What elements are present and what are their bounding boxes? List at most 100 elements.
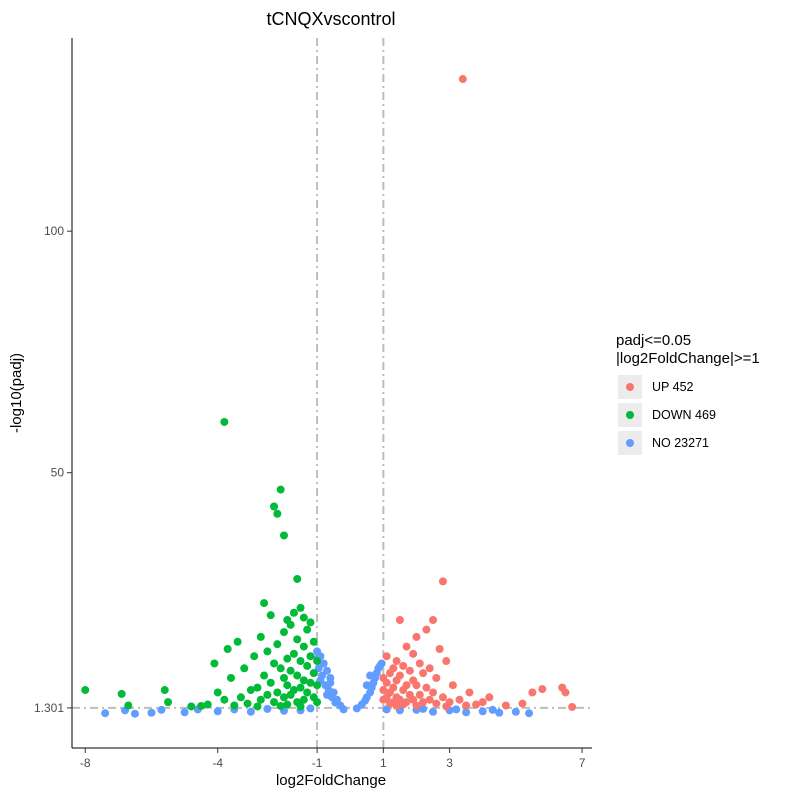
x-tick-label-4: 3 — [446, 756, 453, 770]
point-2-51 — [157, 706, 165, 714]
point-0-35 — [465, 688, 473, 696]
point-1-4 — [280, 531, 288, 539]
point-1-72 — [187, 702, 195, 710]
x-tick-label-3: 1 — [380, 756, 387, 770]
point-1-73 — [197, 702, 205, 710]
point-0-56 — [562, 688, 570, 696]
point-0-51 — [399, 701, 407, 709]
point-1-57 — [280, 693, 288, 701]
legend-title-line-2: |log2FoldChange|>=1 — [616, 350, 760, 367]
point-0-62 — [462, 701, 470, 709]
point-0-25 — [383, 679, 391, 687]
point-2-58 — [452, 705, 460, 713]
point-2-0 — [101, 709, 109, 717]
y-tick-label-2: 100 — [44, 224, 64, 238]
point-0-18 — [419, 669, 427, 677]
point-0-65 — [393, 702, 401, 710]
point-0-10 — [442, 657, 450, 665]
point-2-48 — [214, 707, 222, 715]
point-2-44 — [525, 709, 533, 717]
point-1-26 — [250, 652, 258, 660]
point-1-19 — [273, 640, 281, 648]
point-0-36 — [416, 691, 424, 699]
point-1-50 — [273, 688, 281, 696]
point-0-13 — [399, 662, 407, 670]
point-1-77 — [297, 702, 305, 710]
y-axis-title: -log10(padj) — [8, 353, 25, 433]
point-1-53 — [263, 691, 271, 699]
point-1-60 — [220, 696, 228, 704]
point-0-0 — [459, 75, 467, 83]
point-0-12 — [416, 659, 424, 667]
point-1-65 — [283, 701, 291, 709]
point-1-43 — [267, 679, 275, 687]
point-1-51 — [303, 688, 311, 696]
point-1-48 — [247, 686, 255, 694]
point-0-32 — [429, 688, 437, 696]
legend-marker-0 — [626, 383, 634, 391]
point-1-68 — [118, 690, 126, 698]
point-0-23 — [393, 676, 401, 684]
point-1-52 — [214, 688, 222, 696]
point-2-35 — [323, 691, 331, 699]
legend-marker-1 — [626, 411, 634, 419]
point-1-5 — [293, 575, 301, 583]
point-0-44 — [456, 696, 464, 704]
point-0-5 — [412, 633, 420, 641]
point-1-32 — [303, 662, 311, 670]
point-1-45 — [313, 681, 321, 689]
point-0-53 — [528, 688, 536, 696]
point-1-69 — [161, 686, 169, 694]
legend-label-0: UP 452 — [652, 380, 694, 394]
point-0-15 — [426, 664, 434, 672]
point-0-64 — [412, 701, 420, 709]
point-2-41 — [479, 707, 487, 715]
threshold-lines — [72, 38, 592, 748]
point-2-19 — [340, 705, 348, 713]
point-0-57 — [485, 693, 493, 701]
point-0-39 — [439, 693, 447, 701]
point-1-67 — [81, 686, 89, 694]
point-1-21 — [234, 638, 242, 646]
point-0-59 — [518, 700, 526, 708]
x-tick-label-0: -8 — [80, 756, 91, 770]
point-0-61 — [502, 701, 510, 709]
point-1-16 — [257, 633, 265, 641]
point-2-54 — [263, 705, 271, 713]
point-1-7 — [297, 604, 305, 612]
point-1-14 — [303, 626, 311, 634]
point-2-50 — [147, 709, 155, 717]
point-0-27 — [412, 681, 420, 689]
point-2-43 — [512, 708, 520, 716]
point-1-8 — [290, 609, 298, 617]
point-0-8 — [409, 650, 417, 658]
data-points — [81, 75, 576, 718]
x-tick-label-2: -1 — [312, 756, 323, 770]
point-1-39 — [280, 674, 288, 682]
point-2-2 — [131, 710, 139, 718]
point-0-29 — [422, 684, 430, 692]
point-0-30 — [399, 686, 407, 694]
point-1-20 — [300, 643, 308, 651]
point-1-34 — [287, 667, 295, 675]
legend-label-2: NO 23271 — [652, 436, 709, 450]
point-1-17 — [293, 635, 301, 643]
point-1-56 — [237, 693, 245, 701]
point-1-41 — [227, 674, 235, 682]
point-1-28 — [297, 657, 305, 665]
point-0-1 — [439, 577, 447, 585]
point-2-38 — [429, 708, 437, 716]
legend-marker-2 — [626, 439, 634, 447]
point-0-17 — [386, 669, 394, 677]
x-axis-title: log2FoldChange — [276, 772, 386, 789]
point-0-54 — [538, 685, 546, 693]
legend: padj<=0.05 |log2FoldChange|>=1 UP 452 DOW… — [616, 332, 760, 455]
point-1-76 — [277, 702, 285, 710]
point-0-50 — [432, 700, 440, 708]
point-2-34 — [326, 674, 334, 682]
point-2-33 — [363, 681, 371, 689]
point-1-38 — [293, 672, 301, 680]
point-1-25 — [306, 652, 314, 660]
point-2-31 — [378, 659, 386, 667]
